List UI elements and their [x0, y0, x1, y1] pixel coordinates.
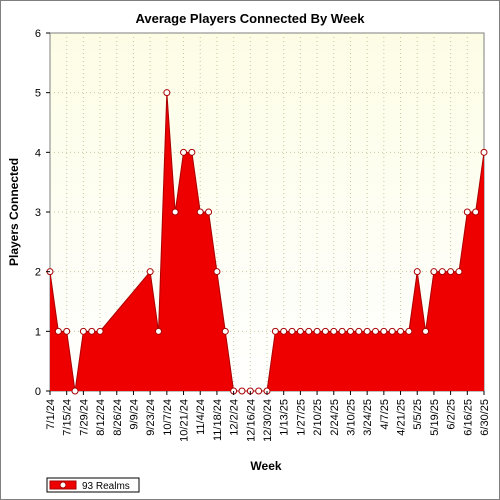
data-point: [422, 327, 430, 335]
data-point: [238, 387, 246, 395]
legend: 93 Realms: [46, 477, 140, 493]
x-tick-label: 12/30/24: [262, 399, 274, 442]
data-point: [280, 327, 288, 335]
data-point: [155, 327, 162, 335]
x-tick-label: 12/2/24: [229, 399, 241, 436]
data-point: [255, 387, 263, 395]
y-axis-label: Players Connected: [7, 158, 21, 266]
x-tick-label: 1/27/25: [295, 399, 307, 436]
x-tick-label: 4/7/25: [379, 399, 391, 430]
x-tick-label: 7/15/24: [62, 399, 74, 436]
data-point: [397, 327, 405, 335]
chart-title: Average Players Connected By Week: [135, 11, 365, 26]
data-point: [455, 268, 463, 276]
y-tick-label: 2: [35, 267, 41, 279]
x-tick-label: 5/5/25: [412, 399, 424, 430]
legend-marker: [59, 481, 67, 489]
y-axis-ticks: 0 1 2 3 4 5 6: [35, 28, 50, 398]
x-axis-ticks: 7/1/24 7/15/24 7/29/24 8/12/24 8/26/24 9/9/24…: [45, 391, 491, 442]
data-point: [321, 327, 329, 335]
data-point: [330, 327, 338, 335]
data-point: [205, 208, 213, 216]
data-point: [146, 268, 154, 276]
series-line: [49, 92, 485, 392]
series-markers: [46, 89, 488, 395]
data-point: [196, 208, 204, 216]
data-point: [88, 327, 96, 335]
x-tick-label: 8/12/24: [95, 399, 107, 436]
data-point: [296, 327, 304, 335]
data-point: [388, 327, 396, 335]
data-point: [188, 148, 196, 156]
x-tick-label: 6/2/25: [446, 399, 458, 430]
data-point: [430, 268, 438, 276]
data-point: [447, 268, 455, 276]
data-point: [96, 327, 104, 335]
series-area: [49, 92, 485, 392]
data-point: [363, 327, 371, 335]
x-tick-label: 2/24/25: [329, 399, 341, 436]
legend-label: 93 Realms: [82, 481, 130, 492]
data-point: [288, 327, 296, 335]
x-tick-label: 6/30/25: [479, 399, 491, 436]
y-tick-label: 5: [35, 88, 41, 100]
x-axis-label: Week: [250, 459, 281, 473]
y-tick-label: 3: [35, 207, 41, 219]
data-point: [380, 327, 388, 335]
x-tick-label: 10/21/24: [179, 399, 191, 442]
data-point: [163, 89, 171, 97]
data-point: [405, 327, 413, 335]
x-tick-label: 11/4/24: [195, 399, 207, 435]
x-tick-label: 7/29/24: [78, 399, 90, 436]
data-point: [413, 268, 421, 276]
y-tick-label: 4: [35, 147, 41, 159]
data-point: [180, 148, 188, 156]
data-point: [463, 208, 471, 216]
data-point: [313, 327, 321, 335]
x-tick-label: 6/16/25: [462, 399, 474, 436]
x-tick-label: 11/18/24: [212, 399, 224, 441]
x-tick-label: 1/13/25: [279, 399, 291, 436]
data-point: [372, 327, 379, 335]
data-point: [346, 327, 354, 335]
data-point: [305, 327, 313, 335]
x-tick-label: 4/21/25: [396, 399, 408, 436]
data-point: [79, 327, 87, 335]
x-tick-label: 12/16/24: [245, 399, 257, 442]
data-point: [71, 387, 79, 395]
data-point: [171, 208, 179, 216]
data-point: [438, 268, 446, 276]
series-fill: [50, 92, 484, 392]
x-tick-label: 3/24/25: [362, 399, 374, 436]
x-tick-label: 8/26/24: [112, 399, 124, 436]
data-point: [472, 208, 480, 216]
x-tick-label: 9/23/24: [145, 399, 157, 436]
data-point: [271, 327, 279, 335]
x-tick-label: 3/10/25: [345, 399, 357, 436]
x-tick-label: 10/7/24: [162, 399, 174, 436]
data-point: [338, 327, 346, 335]
data-point: [63, 327, 71, 335]
data-point: [480, 148, 488, 156]
x-tick-label: 2/10/25: [312, 399, 324, 436]
y-tick-label: 1: [35, 326, 41, 338]
x-tick-label: 5/19/25: [429, 399, 441, 436]
data-point: [221, 327, 229, 335]
y-tick-label: 0: [35, 386, 41, 398]
data-point: [213, 268, 221, 276]
data-point: [54, 327, 62, 335]
data-point: [355, 327, 363, 335]
x-tick-label: 7/1/24: [45, 399, 57, 430]
x-tick-label: 9/9/24: [128, 399, 140, 430]
y-tick-label: 6: [35, 28, 41, 40]
